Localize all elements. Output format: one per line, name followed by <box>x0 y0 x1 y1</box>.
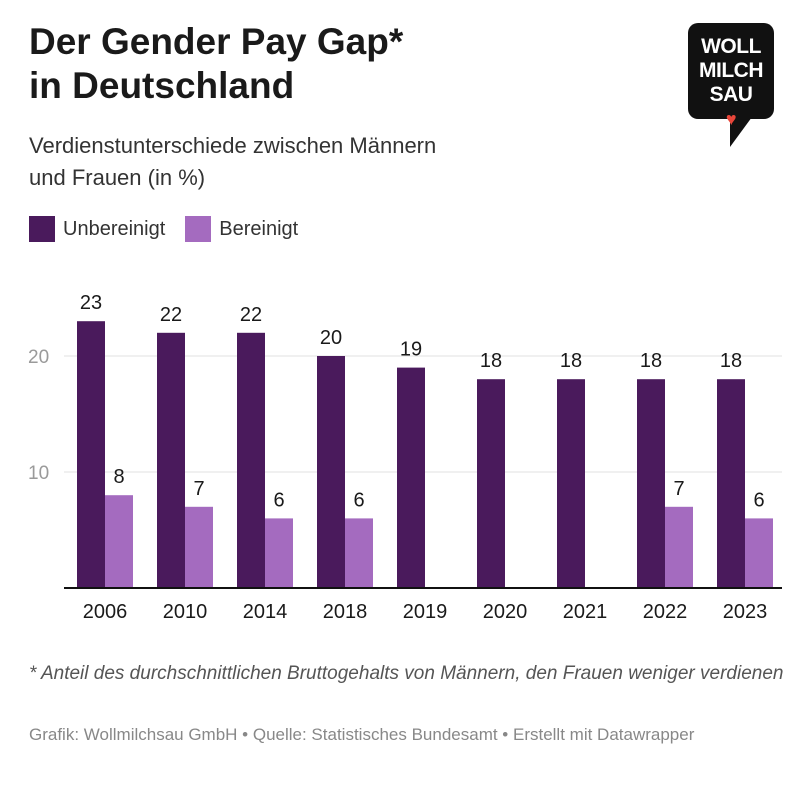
legend-swatch-bereinigt <box>185 216 212 242</box>
legend-label-bereinigt: Bereinigt <box>219 217 299 240</box>
x-tick-label-2019: 2019 <box>403 601 448 623</box>
x-tick-label-2014: 2014 <box>243 601 288 623</box>
footnote: * Anteil des durchschnittlichen Bruttoge… <box>29 663 784 684</box>
x-tick-label-2023: 2023 <box>723 601 768 623</box>
bar-unbereinigt-2020 <box>477 379 505 588</box>
source-credit: Grafik: Wollmilchsau GmbH • Quelle: Stat… <box>29 725 695 744</box>
bar-unbereinigt-2018 <box>317 356 345 588</box>
bar-unbereinigt-2022 <box>637 379 665 588</box>
data-label-unbereinigt-2014: 22 <box>240 304 262 326</box>
chart-subtitle-line-2: und Frauen (in %) <box>29 165 206 190</box>
chart-title-line-1: Der Gender Pay Gap* <box>29 21 404 62</box>
heart-icon: ♥ <box>725 109 737 129</box>
chart-title: Der Gender Pay Gap* in Deutschland <box>29 20 629 108</box>
logo-line-3: SAU <box>709 83 753 106</box>
bar-bereinigt-2014 <box>265 518 293 588</box>
chart-title-line-2: in Deutschland <box>29 65 295 106</box>
logo-line-1: WOLL <box>701 35 761 58</box>
x-tick-label-2020: 2020 <box>483 601 528 623</box>
chart-subtitle-line-1: Verdienstunterschiede zwischen Männern <box>29 133 437 158</box>
data-label-unbereinigt-2023: 18 <box>720 350 742 372</box>
bar-unbereinigt-2023 <box>717 379 745 588</box>
legend-item-bereinigt: Bereinigt <box>185 216 298 242</box>
data-label-unbereinigt-2019: 19 <box>400 339 422 361</box>
y-tick-label-20: 20 <box>28 347 49 368</box>
x-tick-label-2018: 2018 <box>323 601 368 623</box>
x-tick-label-2006: 2006 <box>83 601 128 623</box>
logo-bubble-tail <box>730 117 752 147</box>
data-label-unbereinigt-2020: 18 <box>480 350 502 372</box>
chart-subtitle: Verdienstunterschiede zwischen Männern u… <box>29 130 589 194</box>
x-tick-label-2010: 2010 <box>163 601 208 623</box>
data-label-bereinigt-2022: 7 <box>673 478 684 500</box>
bar-unbereinigt-2006 <box>77 321 105 588</box>
y-tick-label-10: 10 <box>28 463 49 484</box>
data-label-bereinigt-2014: 6 <box>273 489 284 511</box>
bar-bereinigt-2018 <box>345 518 373 588</box>
bar-unbereinigt-2014 <box>237 332 265 588</box>
data-label-bereinigt-2010: 7 <box>193 478 204 500</box>
data-label-unbereinigt-2006: 23 <box>80 292 102 314</box>
data-label-unbereinigt-2022: 18 <box>640 350 662 372</box>
logo-speech-bubble <box>688 23 774 119</box>
x-tick-label-2021: 2021 <box>563 601 608 623</box>
legend-label-unbereinigt: Unbereinigt <box>63 217 166 240</box>
data-label-bereinigt-2018: 6 <box>353 489 364 511</box>
bar-bereinigt-2023 <box>745 518 773 588</box>
logo-line-2: MILCH <box>699 59 764 82</box>
chart-legend: Unbereinigt Bereinigt <box>29 216 318 242</box>
bar-chart: 1020238200622720102262014206201819201918… <box>28 292 782 623</box>
bar-bereinigt-2010 <box>185 506 213 588</box>
data-label-unbereinigt-2018: 20 <box>320 327 342 349</box>
bar-unbereinigt-2019 <box>397 367 425 588</box>
bar-unbereinigt-2010 <box>157 332 185 588</box>
data-label-unbereinigt-2010: 22 <box>160 304 182 326</box>
data-label-unbereinigt-2021: 18 <box>560 350 582 372</box>
legend-swatch-unbereinigt <box>29 216 55 242</box>
data-label-bereinigt-2006: 8 <box>113 466 124 488</box>
bar-bereinigt-2022 <box>665 506 693 588</box>
bar-unbereinigt-2021 <box>557 379 585 588</box>
legend-item-unbereinigt: Unbereinigt <box>29 216 165 242</box>
data-label-bereinigt-2023: 6 <box>753 489 764 511</box>
bar-bereinigt-2006 <box>105 495 133 588</box>
logo-text: WOLL MILCH SAU ♥ <box>688 35 774 131</box>
wollmilchsau-logo: WOLL MILCH SAU ♥ <box>688 23 774 147</box>
x-tick-label-2022: 2022 <box>643 601 688 623</box>
